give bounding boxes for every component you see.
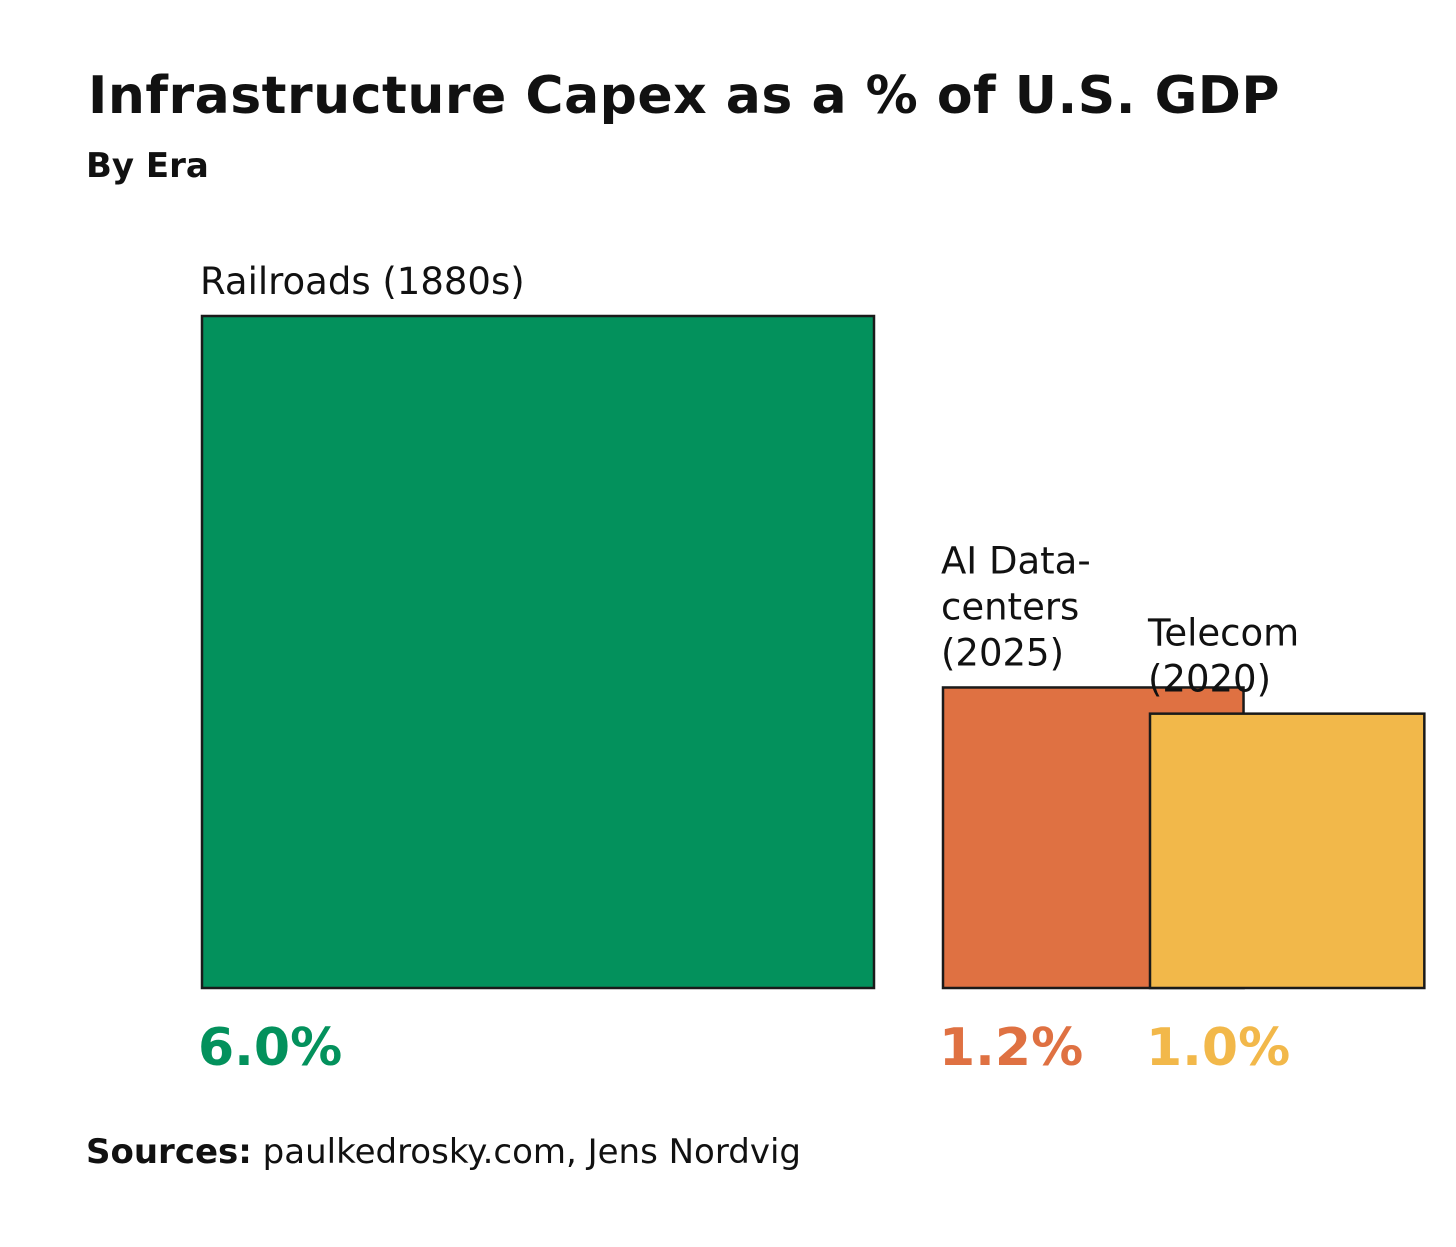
value-label-railroads-1880s: 6.0% xyxy=(198,1018,342,1078)
chart-title: Infrastructure Capex as a % of U.S. GDP xyxy=(88,66,1281,126)
category-label-ai-data-centers-2025: centers xyxy=(941,585,1079,628)
value-label-ai-data-centers-2025: 1.2% xyxy=(939,1018,1083,1078)
square-telecom-2020 xyxy=(1148,712,1426,990)
square-railroads-1880s xyxy=(200,314,876,990)
category-label-telecom-2020: Telecom xyxy=(1147,612,1299,655)
sources-note: Sources: paulkedrosky.com, Jens Nordvig xyxy=(86,1132,801,1172)
category-label-railroads-1880s: Railroads (1880s) xyxy=(200,260,525,303)
sources-text: paulkedrosky.com, Jens Nordvig xyxy=(251,1132,801,1172)
sources-prefix: Sources: xyxy=(86,1132,252,1172)
category-label-ai-data-centers-2025: (2025) xyxy=(941,631,1064,674)
value-label-telecom-2020: 1.0% xyxy=(1146,1018,1290,1078)
category-label-ai-data-centers-2025: AI Data- xyxy=(941,539,1091,582)
chart-subtitle: By Era xyxy=(86,146,209,186)
category-label-telecom-2020: (2020) xyxy=(1148,658,1271,701)
